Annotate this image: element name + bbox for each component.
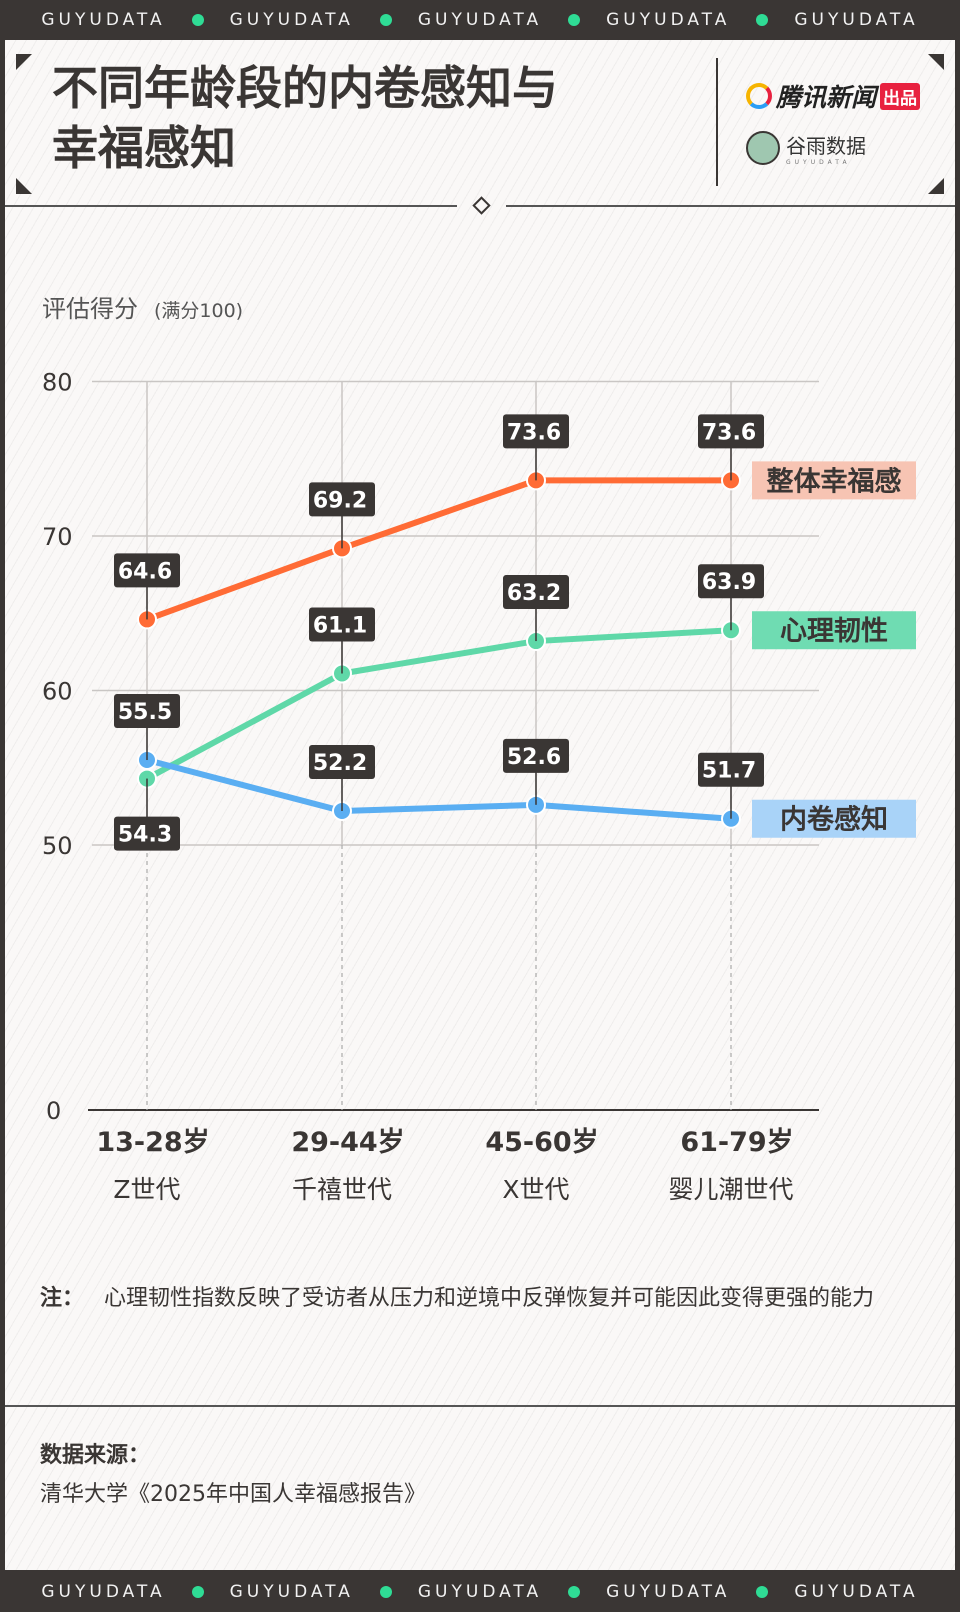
- logo-text: 腾讯新闻: [776, 83, 877, 112]
- legend-label: 心理韧性: [780, 616, 888, 647]
- legend-label-bg: [752, 461, 916, 500]
- x-tick-sublabel: Z世代: [113, 1175, 180, 1204]
- dot-icon: [756, 14, 769, 26]
- guyu-data-logo: 谷雨数据 GUYUDATA: [746, 130, 866, 166]
- y-tick-label: 70: [42, 523, 73, 551]
- divider: [506, 205, 955, 207]
- top-brand-strip: GUYUDATA GUYUDATA GUYUDATA GUYUDATA GUYU…: [0, 0, 960, 40]
- logo-badge: 出品: [880, 82, 921, 110]
- data-label: 64.6: [118, 559, 172, 584]
- data-label-box: [309, 482, 375, 517]
- x-tick-label: 45-60岁: [485, 1127, 598, 1158]
- data-label: 55.5: [118, 700, 172, 725]
- dot-icon: [568, 1586, 581, 1598]
- dot-icon: [379, 1586, 392, 1598]
- logo-text: 谷雨数据: [786, 134, 866, 158]
- data-label-box: [503, 738, 569, 773]
- data-label-box: [114, 694, 180, 729]
- data-label: 63.9: [702, 570, 756, 595]
- corner-mark: [16, 178, 32, 194]
- legend-label-bg: [752, 611, 916, 650]
- y-tick-label: 0: [46, 1097, 61, 1125]
- brand-text: GUYUDATA: [229, 1582, 354, 1602]
- brand-text: GUYUDATA: [417, 10, 543, 30]
- data-label: 63.2: [507, 581, 561, 606]
- brand-text: GUYUDATA: [606, 1582, 731, 1602]
- data-label-box: [698, 752, 764, 787]
- data-label: 69.2: [313, 488, 367, 513]
- corner-mark: [928, 54, 944, 70]
- title-line: 幸福感知: [52, 121, 236, 175]
- note: 注： 心理韧性指数反映了受访者从压力和逆境中反弹恢复并可能因此变得更强的能力: [40, 1280, 925, 1318]
- data-label: 61.1: [313, 614, 367, 639]
- dot-icon: [379, 14, 392, 26]
- logo-sub: GUYUDATA: [786, 159, 851, 166]
- data-label-box: [309, 745, 375, 780]
- data-label-box: [503, 575, 569, 610]
- brand-text: GUYUDATA: [229, 10, 354, 30]
- legend-label: 整体幸福感: [767, 465, 902, 497]
- x-tick-label: 61-79岁: [680, 1127, 793, 1158]
- series-line-1: [145, 627, 732, 782]
- corner-mark: [16, 54, 32, 70]
- data-label-box: [503, 414, 569, 449]
- data-label: 52.6: [507, 745, 561, 770]
- note-text: 心理韧性指数反映了受访者从压力和逆境中反弹恢复并可能因此变得更强的能力: [104, 1286, 875, 1311]
- data-label: 73.6: [702, 420, 756, 445]
- series-line-0: [145, 477, 731, 623]
- divider: [5, 1405, 955, 1407]
- dot-icon: [191, 14, 204, 26]
- x-tick-label: 13-28岁: [96, 1127, 209, 1158]
- brand-text: GUYUDATA: [41, 1582, 166, 1602]
- y-tick-label: 60: [42, 678, 73, 706]
- dot-icon: [756, 1586, 769, 1598]
- brand-text: GUYUDATA: [794, 10, 919, 30]
- divider: [716, 58, 718, 186]
- y-axis-label: 评估得分: [42, 295, 138, 323]
- data-label: 73.6: [507, 420, 561, 445]
- data-label-box: [114, 553, 180, 588]
- brand-text: GUYUDATA: [606, 10, 731, 30]
- y-tick-label: 80: [42, 369, 73, 397]
- guyu-bird-icon: [746, 131, 780, 165]
- brand-text: GUYUDATA: [41, 10, 166, 30]
- data-label: 54.3: [118, 823, 172, 848]
- note-label: 注：: [40, 1286, 85, 1311]
- title-line: 不同年龄段的内卷感知与: [52, 61, 558, 115]
- x-tick-label: 29-44岁: [291, 1127, 404, 1158]
- data-label: 51.7: [702, 759, 756, 784]
- y-tick-label: 50: [42, 832, 73, 860]
- brand-text: GUYUDATA: [794, 1582, 919, 1602]
- data-label-box: [698, 414, 764, 449]
- series-line-2: [146, 757, 732, 822]
- source-label: 数据来源：: [40, 1443, 151, 1468]
- x-tick-sublabel: 千禧世代: [292, 1175, 392, 1204]
- brand-text: GUYUDATA: [417, 1582, 543, 1602]
- data-label-box: [114, 816, 180, 851]
- page-title: 不同年龄段的内卷感知与 幸福感知: [52, 58, 692, 178]
- dot-icon: [568, 14, 581, 26]
- divider: [5, 205, 457, 207]
- dot-icon: [191, 1586, 204, 1598]
- data-label-box: [309, 607, 375, 642]
- data-label-box: [698, 564, 764, 599]
- tencent-news-logo: 腾讯新闻 出品: [746, 78, 921, 114]
- x-tick-sublabel: 婴儿潮世代: [668, 1175, 793, 1204]
- corner-mark: [928, 178, 944, 194]
- legend-label: 内卷感知: [780, 804, 888, 836]
- source-text: 清华大学《2025年中国人幸福感报告》: [40, 1482, 426, 1507]
- bottom-brand-strip: GUYUDATA GUYUDATA GUYUDATA GUYUDATA GUYU…: [0, 1572, 960, 1612]
- legend-label-bg: [752, 799, 916, 838]
- y-axis-note: (满分100): [154, 300, 243, 322]
- tencent-logo-icon: [746, 83, 772, 109]
- data-label: 52.2: [313, 751, 367, 776]
- x-tick-sublabel: X世代: [502, 1175, 569, 1204]
